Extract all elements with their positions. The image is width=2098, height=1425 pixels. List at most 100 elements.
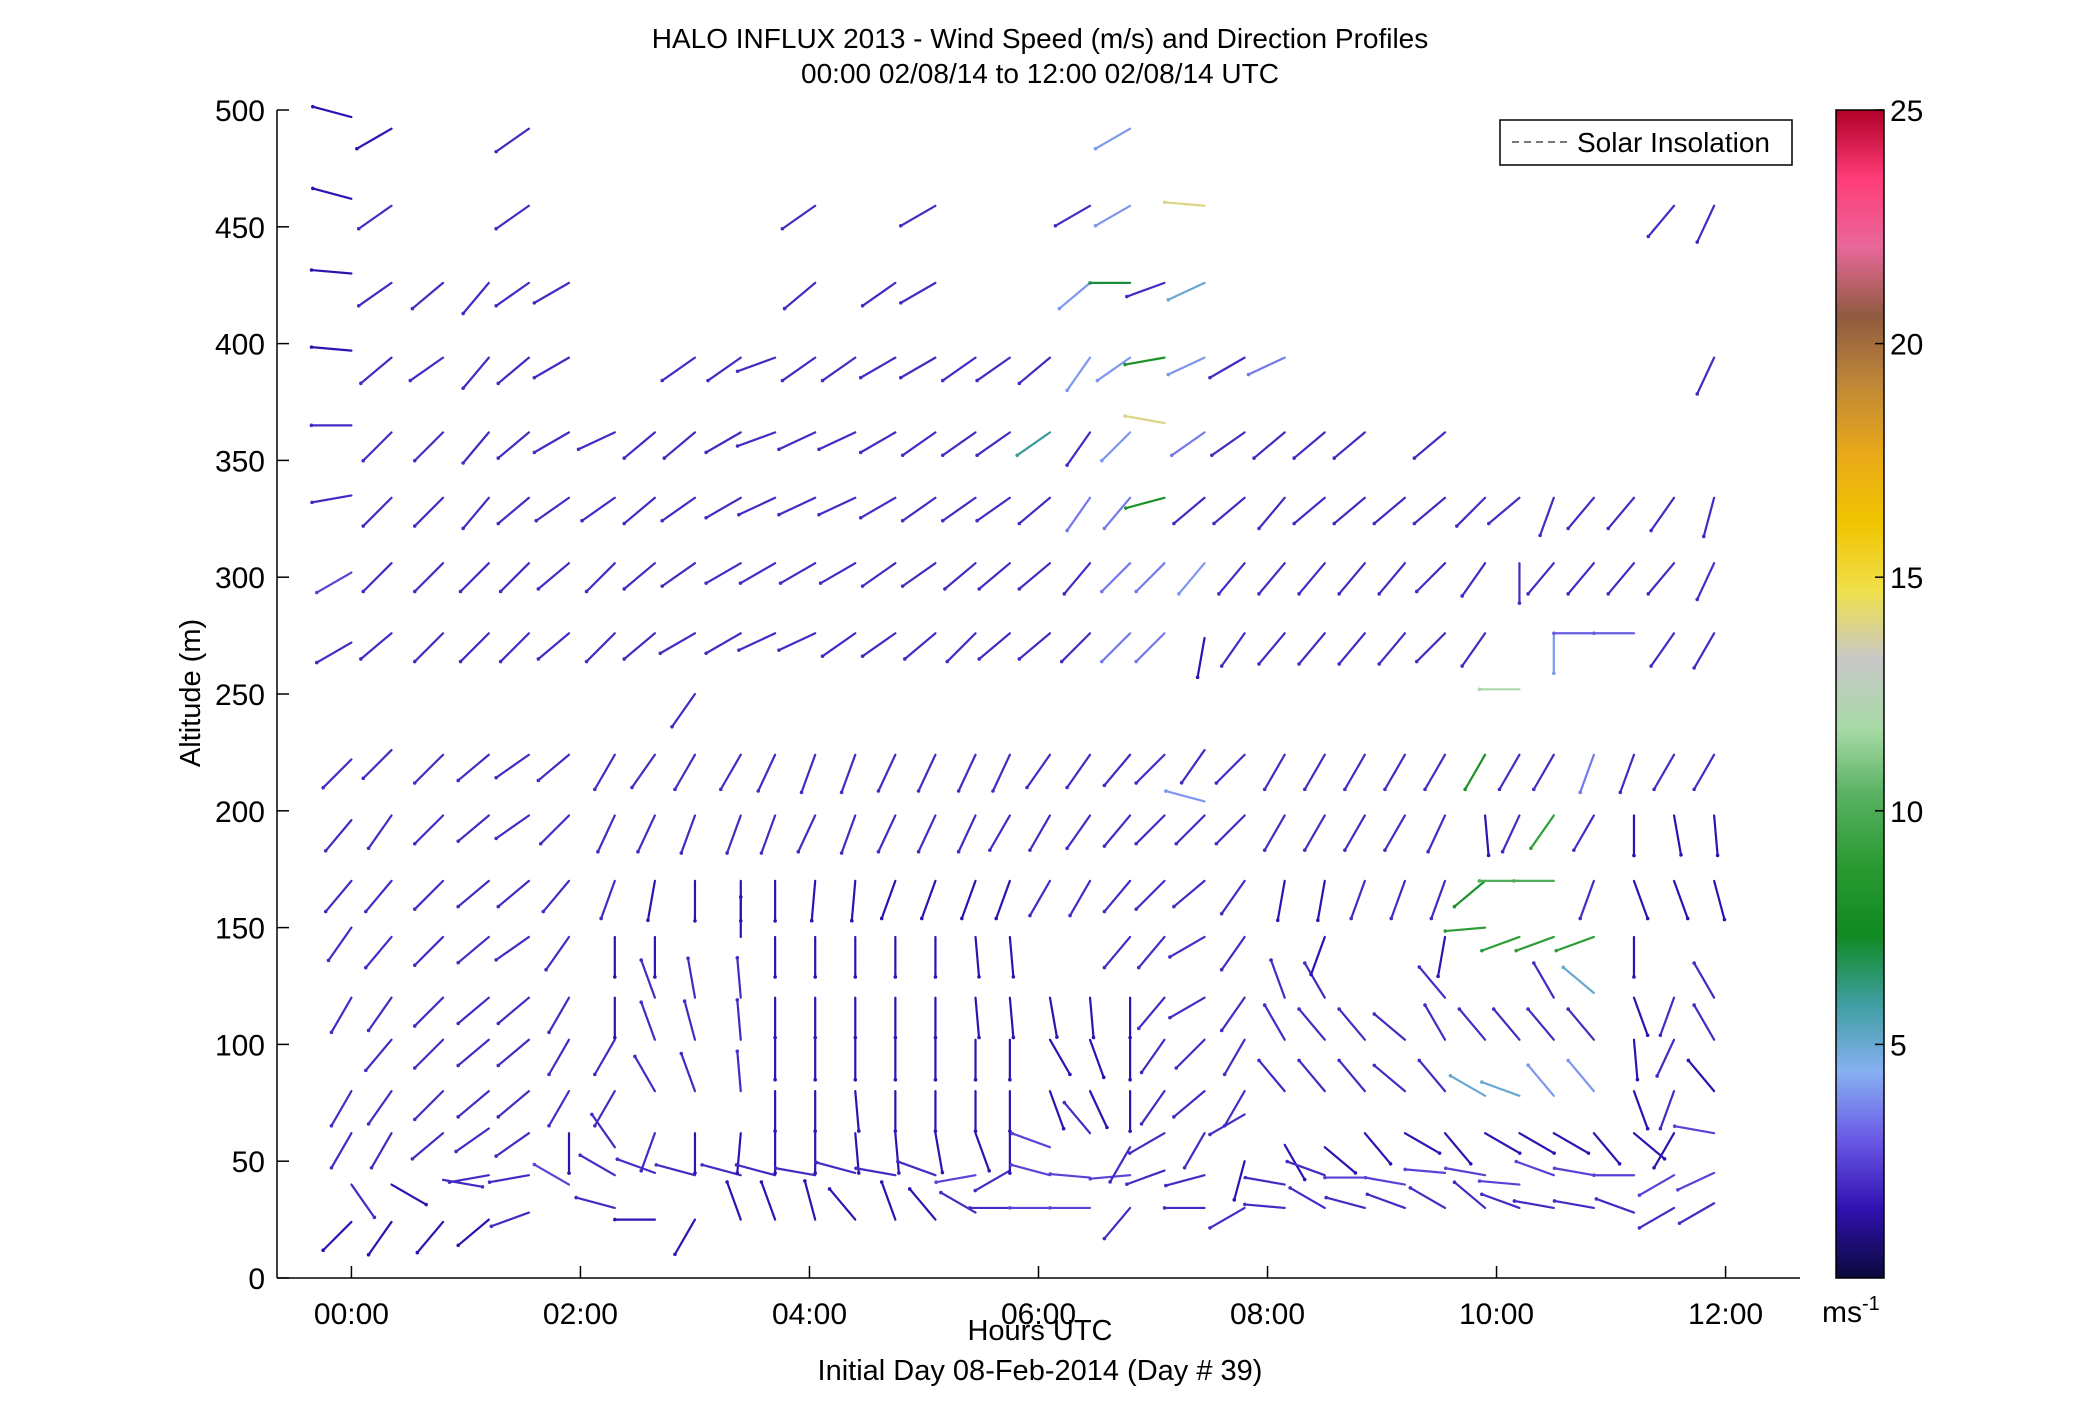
- wind-barb-tip: [1252, 456, 1256, 460]
- wind-barb: [533, 281, 571, 304]
- wind-barb: [1177, 562, 1206, 595]
- wind-barb-tip: [1174, 841, 1179, 846]
- wind-barb-tip: [1309, 972, 1313, 977]
- wind-barb: [1338, 632, 1366, 666]
- wind-barb-tip: [943, 587, 947, 591]
- wind-barb-tip: [567, 1171, 571, 1175]
- wind-barb-tip: [1275, 918, 1280, 923]
- wind-barb-tip: [498, 589, 503, 594]
- wind-barb-tip: [1365, 1192, 1370, 1197]
- wind-barb: [1632, 996, 1649, 1037]
- wind-barb: [1210, 431, 1246, 457]
- wind-barb: [1283, 1143, 1306, 1181]
- wind-barb-tip: [412, 907, 417, 911]
- wind-barb: [413, 1090, 445, 1121]
- wind-barb-tip: [1008, 1206, 1012, 1210]
- wind-barb-tip: [1423, 1003, 1427, 1007]
- colorbar-tick-label: 15: [1890, 562, 1923, 595]
- wind-barb-tip: [916, 789, 921, 793]
- wind-barb-tip: [1332, 456, 1337, 460]
- wind-barb: [1518, 1132, 1556, 1155]
- wind-barb: [324, 879, 353, 913]
- wind-barb: [457, 1038, 490, 1067]
- wind-barb-tip: [1257, 662, 1261, 666]
- wind-barb-tip: [893, 1035, 898, 1040]
- wind-barb-tip: [494, 1154, 498, 1158]
- wind-barb-tip: [820, 378, 825, 383]
- wind-barb: [737, 496, 777, 516]
- wind-barb: [1423, 1003, 1447, 1041]
- x-tick-label: 06:00: [1001, 1298, 1076, 1331]
- wind-barb-tip: [1219, 967, 1224, 972]
- wind-barb-tip: [879, 916, 884, 921]
- wind-barb-tip: [1426, 849, 1430, 854]
- wind-barb: [1103, 753, 1132, 787]
- wind-barb-tip: [1061, 1126, 1066, 1131]
- wind-barb-tip: [1637, 1226, 1642, 1230]
- wind-barb-tip: [1065, 463, 1069, 467]
- x-tick-label: 00:00: [314, 1298, 389, 1331]
- wind-barb: [1217, 562, 1246, 595]
- wind-barb-tip: [590, 1112, 594, 1117]
- wind-barb: [800, 753, 817, 794]
- wind-barb-tip: [584, 659, 589, 664]
- wind-barb-tip: [1353, 1171, 1358, 1175]
- wind-barb: [736, 998, 742, 1041]
- wind-barb-tip: [682, 999, 687, 1003]
- wind-barb-tip: [773, 975, 777, 979]
- wind-barb-tip: [408, 378, 413, 383]
- wind-barb-tip: [1055, 1035, 1059, 1039]
- wind-barb-tip: [1679, 853, 1683, 857]
- wind-barb: [1103, 814, 1132, 848]
- wind-barb: [1480, 1081, 1521, 1097]
- wind-barb: [327, 926, 353, 962]
- wind-barb: [413, 632, 445, 663]
- wind-barb-tip: [1172, 904, 1176, 909]
- wind-barb: [364, 1038, 393, 1072]
- wind-barb: [683, 999, 697, 1041]
- wind-barb-tip: [813, 1129, 818, 1133]
- wind-barb-tip: [1645, 916, 1650, 921]
- wind-barb: [457, 1218, 490, 1247]
- wind-barb-tip: [1297, 1007, 1301, 1011]
- wind-barb-tip: [1009, 1163, 1014, 1167]
- y-tick-label: 200: [215, 796, 265, 829]
- wind-barb: [659, 632, 697, 655]
- wind-barb-tip: [956, 849, 961, 854]
- wind-barb: [1212, 496, 1246, 525]
- wind-barb: [797, 814, 817, 853]
- wind-barb-tip: [1429, 916, 1434, 921]
- wind-barb: [1343, 814, 1366, 852]
- wind-barb-tip: [536, 587, 541, 591]
- wind-barb-tip: [686, 956, 690, 961]
- wind-barb: [1103, 935, 1132, 969]
- wind-barb-tip: [1388, 1162, 1393, 1166]
- wind-barb-tip: [1526, 592, 1530, 596]
- wind-barb-tip: [1586, 1151, 1591, 1155]
- wind-barb: [547, 996, 571, 1034]
- wind-barb: [367, 996, 393, 1032]
- wind-barb: [413, 1038, 445, 1070]
- wind-barb: [1515, 1160, 1555, 1177]
- wind-barb-tip: [940, 1170, 945, 1175]
- wind-barb-tip: [940, 378, 945, 383]
- wind-barb: [705, 632, 742, 655]
- wind-barb: [1338, 1059, 1366, 1093]
- wind-barb-tip: [1695, 597, 1700, 602]
- wind-barb: [1168, 935, 1206, 959]
- wind-barb-tip: [1212, 521, 1216, 526]
- wind-barb-tip: [1222, 1123, 1227, 1128]
- wind-barb-tip: [1517, 601, 1522, 605]
- wind-barb: [1696, 204, 1716, 244]
- wind-barb-tip: [458, 659, 463, 664]
- wind-barb-tip: [704, 581, 708, 585]
- wind-barb-tip: [1028, 848, 1032, 852]
- wind-barb-tip: [1460, 664, 1464, 668]
- wind-barb: [1607, 496, 1636, 530]
- wind-barb: [367, 1220, 393, 1256]
- wind-barbs-layer: [309, 104, 1727, 1257]
- wind-barb: [957, 814, 977, 853]
- wind-barb: [1163, 201, 1206, 207]
- wind-barb-tip: [1652, 1166, 1656, 1170]
